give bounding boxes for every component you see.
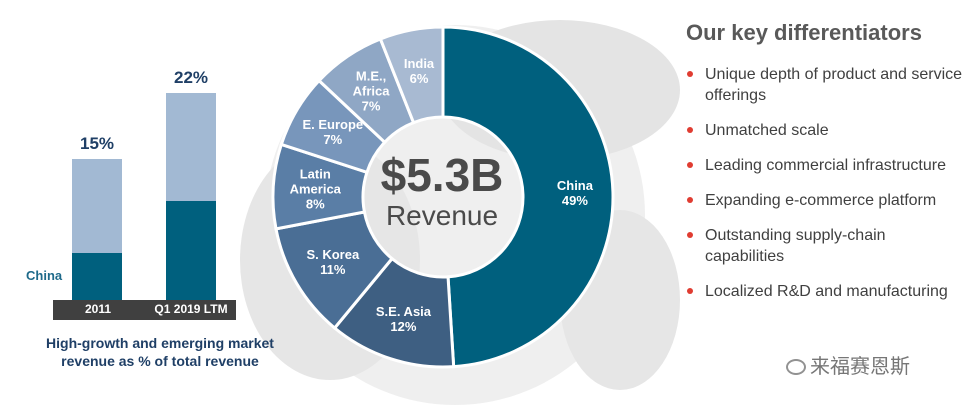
donut-center: $5.3B Revenue: [352, 150, 532, 232]
watermark-text: 来福赛恩斯: [810, 356, 910, 378]
slice-value: 11%: [320, 262, 346, 278]
slice-name: Latin America: [289, 166, 341, 197]
differentiator-item: Leading commercial infrastructure: [686, 155, 967, 176]
bullet-icon: [687, 288, 693, 294]
bullet-icon: [687, 71, 693, 77]
bar-china: [72, 253, 122, 300]
slice-value: 12%: [390, 318, 417, 334]
total-revenue-label: Revenue: [385, 200, 499, 231]
differentiator-text: Unique depth of product and service offe…: [705, 66, 963, 104]
slice-name: M.E., Africa: [352, 68, 390, 99]
differentiator-item: Expanding e-commerce platform: [686, 190, 967, 211]
bar-china: [166, 201, 216, 300]
slice-label: Latin America 8%: [284, 166, 346, 211]
differentiator-text: Localized R&D and manufacturing: [705, 283, 948, 300]
differentiator-text: Outstanding supply-chain capabilities: [705, 227, 886, 265]
bullet-icon: [687, 162, 693, 168]
differentiators-title: Our key differentiators: [686, 20, 922, 45]
bar-chart-caption: High-growth and emerging market revenue …: [46, 335, 274, 369]
slice-label: S.E. Asia 12%: [376, 304, 431, 334]
slice-label: M.E., Africa 7%: [340, 69, 402, 114]
bar-emerging: [72, 159, 122, 253]
slice-label: S. Korea 11%: [306, 247, 359, 277]
differentiator-item: Unique depth of product and service offe…: [686, 64, 967, 106]
slice-value: 7%: [323, 131, 343, 147]
slice-name: China: [556, 177, 593, 193]
differentiator-text: Expanding e-commerce platform: [705, 192, 937, 209]
differentiator-item: Unmatched scale: [686, 120, 967, 141]
differentiators-list: Unique depth of product and service offe…: [686, 64, 967, 316]
x-tick-label: 2011: [84, 302, 112, 316]
bullet-icon: [687, 197, 693, 203]
donut-slice-china: [441, 25, 615, 369]
differentiator-item: Outstanding supply-chain capabilities: [686, 225, 967, 267]
bullet-icon: [687, 232, 693, 238]
x-tick-label: Q1 2019 LTM: [154, 302, 228, 316]
donut-slice-india: [378, 25, 445, 125]
slice-value: 7%: [361, 98, 381, 114]
bullet-icon: [687, 127, 693, 133]
differentiator-text: Leading commercial infrastructure: [705, 157, 946, 174]
slice-name: E. Europe: [302, 116, 364, 132]
slice-value: 8%: [305, 196, 325, 212]
slice-value: 6%: [409, 71, 429, 87]
slice-value: 49%: [561, 192, 588, 208]
series-label-china: China: [26, 268, 63, 283]
total-revenue-value: $5.3B: [380, 149, 504, 201]
slice-label: China 49%: [557, 178, 593, 208]
differentiator-text: Unmatched scale: [705, 122, 829, 139]
differentiator-item: Localized R&D and manufacturing: [686, 281, 967, 302]
bar-emerging: [166, 93, 216, 202]
bar-total-label: 15%: [79, 134, 115, 153]
slice-name: S. Korea: [306, 247, 360, 263]
watermark: 来福赛恩斯: [786, 354, 910, 380]
slice-name: S.E. Asia: [375, 303, 432, 319]
wechat-icon: [786, 359, 806, 375]
slice-label: India 6%: [404, 56, 434, 86]
slice-label: E. Europe 7%: [302, 117, 363, 147]
slice-name: India: [403, 56, 435, 72]
bar-total-label: 22%: [173, 68, 209, 88]
x-axis-band: [53, 300, 236, 320]
